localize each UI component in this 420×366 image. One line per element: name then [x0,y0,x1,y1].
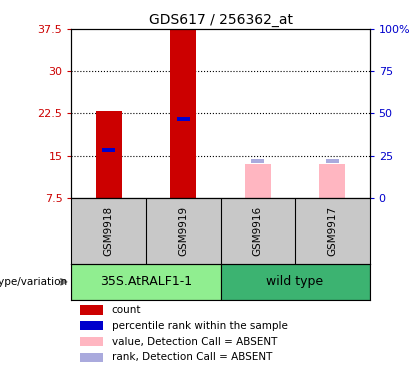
Bar [80,337,103,346]
Text: GSM9918: GSM9918 [104,206,114,255]
Text: GSM9917: GSM9917 [327,206,337,255]
Text: 35S.AtRALF1-1: 35S.AtRALF1-1 [100,275,192,288]
Bar [319,164,345,198]
Bar [80,353,103,362]
Bar [96,111,122,198]
Bar [170,29,196,198]
Bar [326,160,339,163]
Bar [176,117,190,121]
Text: wild type: wild type [266,275,324,288]
Bar [71,264,220,300]
Text: genotype/variation: genotype/variation [0,277,67,287]
Text: count: count [112,305,141,315]
Bar [80,321,103,330]
Bar [220,264,370,300]
Bar [245,164,271,198]
Title: GDS617 / 256362_at: GDS617 / 256362_at [149,13,292,27]
Text: GSM9916: GSM9916 [253,206,263,255]
Bar [102,148,116,152]
Bar [251,160,265,163]
Text: percentile rank within the sample: percentile rank within the sample [112,321,288,331]
Text: rank, Detection Call = ABSENT: rank, Detection Call = ABSENT [112,352,272,362]
Text: GSM9919: GSM9919 [178,206,188,255]
Bar [80,305,103,315]
Text: value, Detection Call = ABSENT: value, Detection Call = ABSENT [112,337,277,347]
